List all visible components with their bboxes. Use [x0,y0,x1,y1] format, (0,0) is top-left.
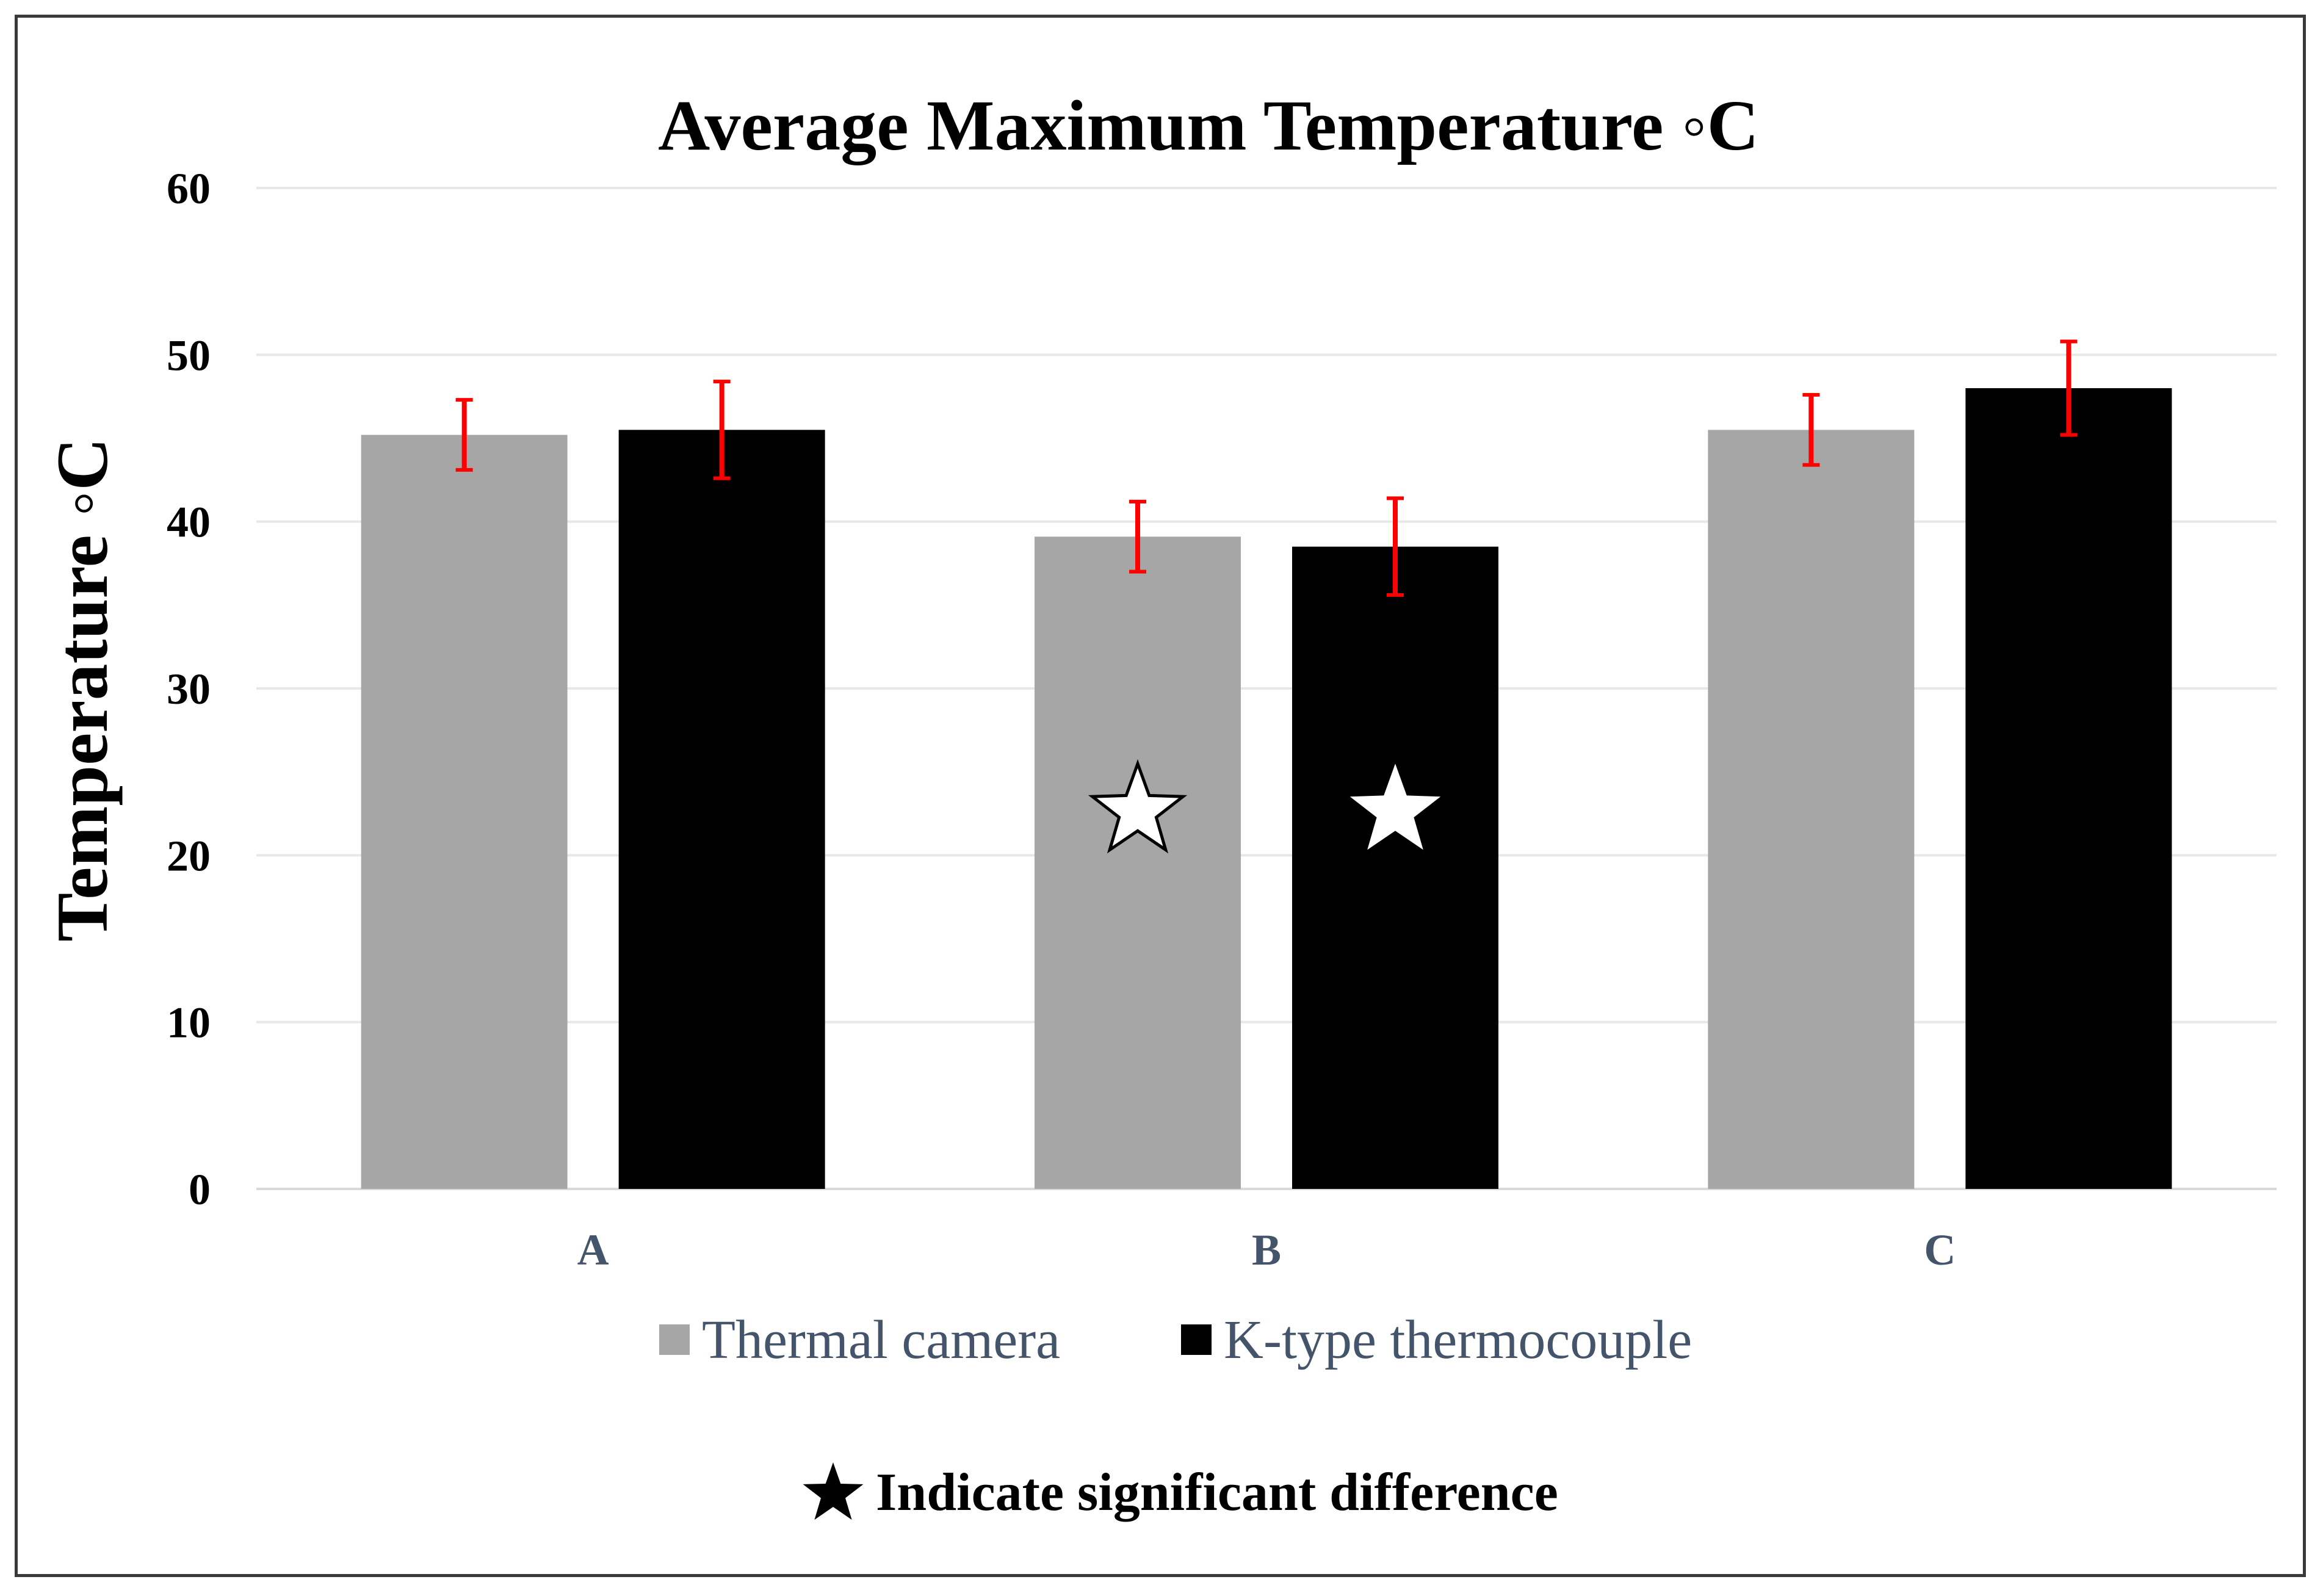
error-bar [713,380,731,480]
bar-c-thermal-camera [1708,430,1915,1190]
legend-swatch [1181,1324,1212,1355]
significance-note: Indicate significant difference [803,1462,1558,1522]
bars [361,388,2172,1190]
bar-b-k-type-thermocouple [1292,546,1498,1189]
y-tick-label: 20 [167,831,211,880]
x-tick-label: A [577,1226,609,1274]
bar-c-k-type-thermocouple [1965,388,2172,1189]
x-axis-ticks: A B C [577,1226,1956,1274]
legend-label: K-type thermocouple [1224,1310,1692,1370]
chart-title: Average Maximum Temperature ◦C [658,85,1759,165]
error-bar [1129,499,1146,574]
y-axis-ticks: 0 10 20 30 40 50 60 [167,164,211,1214]
star-icon [803,1462,864,1520]
error-bars [455,339,2078,597]
legend-swatch [659,1324,690,1355]
legend-item: Thermal camera [659,1310,1060,1370]
significance-star-icon [1349,764,1441,850]
bar-b-thermal-camera [1035,536,1241,1190]
y-tick-label: 60 [167,164,211,213]
x-tick-label: C [1924,1226,1956,1274]
y-tick-label: 30 [167,665,211,713]
bar-a-k-type-thermocouple [618,430,825,1190]
y-tick-label: 40 [167,498,211,547]
significance-markers [1088,759,1441,854]
error-bar [1802,392,1820,467]
error-bar [1387,496,1404,597]
y-tick-label: 0 [189,1165,211,1214]
y-tick-label: 50 [167,331,211,380]
x-tick-label: B [1252,1226,1281,1274]
y-tick-label: 10 [167,998,211,1047]
error-bar [455,398,473,472]
y-axis-label: Temperature ◦C [42,438,123,942]
significance-star-icon [1088,759,1188,854]
bar-a-thermal-camera [361,435,568,1189]
legend-label: Thermal camera [702,1310,1060,1370]
legend-item: K-type thermocouple [1181,1310,1692,1370]
legend: Thermal camera K-type thermocouple [659,1310,1692,1370]
gridlines [256,187,2277,1190]
error-bar [2060,339,2078,437]
significance-note-text: Indicate significant difference [876,1463,1558,1522]
